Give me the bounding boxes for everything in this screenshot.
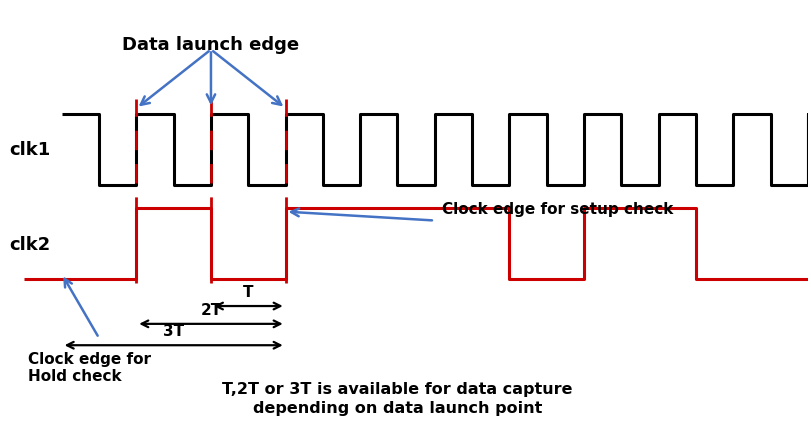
Text: Clock edge for setup check: Clock edge for setup check [442, 201, 673, 216]
Text: Data launch edge: Data launch edge [122, 36, 299, 54]
Text: depending on data launch point: depending on data launch point [252, 400, 542, 415]
Text: 2T: 2T [200, 302, 221, 317]
Text: T,2T or 3T is available for data capture: T,2T or 3T is available for data capture [222, 381, 572, 396]
Text: 3T: 3T [163, 323, 184, 338]
Text: clk1: clk1 [9, 141, 50, 159]
Text: T: T [242, 284, 253, 299]
Text: Clock edge for
Hold check: Clock edge for Hold check [28, 351, 151, 383]
Text: clk2: clk2 [9, 235, 50, 253]
